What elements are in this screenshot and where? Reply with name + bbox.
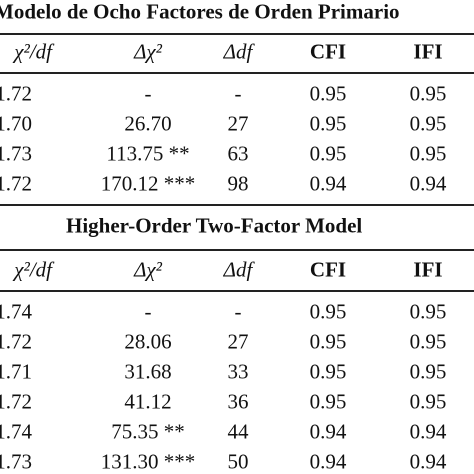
- cell: 0.95: [409, 389, 447, 414]
- cell: 28.06: [124, 329, 172, 354]
- cell: 1.73: [0, 449, 32, 474]
- cell: 0.95: [309, 359, 347, 384]
- cell: 1.71: [0, 359, 32, 384]
- column-header: Δχ²: [134, 39, 162, 64]
- cell: 1.74: [0, 299, 32, 324]
- cell: 0.95: [309, 389, 347, 414]
- column-header: χ²/df: [14, 257, 52, 282]
- cell: 0.94: [309, 419, 347, 444]
- cell: 1.70: [0, 111, 32, 136]
- rule: [0, 249, 474, 251]
- column-header: χ²/df: [14, 39, 52, 64]
- cell: 41.12: [124, 389, 172, 414]
- cell: 0.95: [409, 81, 447, 106]
- cell: 0.95: [309, 299, 347, 324]
- cell: 113.75 **: [106, 141, 190, 166]
- cell: 0.95: [309, 141, 347, 166]
- cell: 63: [227, 141, 249, 166]
- cell: 0.94: [409, 449, 447, 474]
- cell: 131.30 ***: [100, 449, 196, 474]
- column-header: Δdf: [223, 39, 253, 64]
- rule: [0, 204, 474, 206]
- cell: 0.95: [309, 329, 347, 354]
- section-title: Higher-Order Two-Factor Model: [66, 213, 363, 238]
- cell: 0.94: [409, 419, 447, 444]
- cell: 1.72: [0, 171, 32, 196]
- cell: -: [144, 81, 152, 106]
- cell: 0.95: [409, 299, 447, 324]
- cell: 0.94: [309, 171, 347, 196]
- cell: -: [144, 299, 152, 324]
- cell: 1.72: [0, 329, 32, 354]
- column-header: CFI: [309, 39, 347, 64]
- cell: 0.95: [309, 111, 347, 136]
- cell: 75.35 **: [111, 419, 185, 444]
- cell: 50: [227, 449, 249, 474]
- cell: 1.72: [0, 389, 32, 414]
- cell: 44: [227, 419, 249, 444]
- rule: [0, 72, 474, 74]
- cell: -: [234, 299, 242, 324]
- cell: 31.68: [124, 359, 172, 384]
- cell: 0.95: [409, 111, 447, 136]
- cell: 27: [227, 111, 249, 136]
- column-header: Δχ²: [134, 257, 162, 282]
- cell: -: [234, 81, 242, 106]
- column-header: IFI: [413, 39, 443, 64]
- cell: 1.74: [0, 419, 32, 444]
- cell: 170.12 ***: [100, 171, 196, 196]
- cell: 26.70: [124, 111, 172, 136]
- cell: 0.95: [309, 81, 347, 106]
- column-header: Δdf: [223, 257, 253, 282]
- cell: 1.73: [0, 141, 32, 166]
- column-header: CFI: [309, 257, 347, 282]
- column-header: IFI: [413, 257, 443, 282]
- cell: 1.72: [0, 81, 32, 106]
- cell: 0.94: [309, 449, 347, 474]
- cell: 0.95: [409, 359, 447, 384]
- cell: 36: [227, 389, 249, 414]
- cell: 98: [227, 171, 249, 196]
- cell: 0.95: [409, 329, 447, 354]
- section-title: Modelo de Ocho Factores de Orden Primari…: [0, 0, 400, 24]
- cell: 33: [227, 359, 249, 384]
- cell: 0.94: [409, 171, 447, 196]
- rule: [0, 33, 474, 35]
- cell: 27: [227, 329, 249, 354]
- rule: [0, 290, 474, 292]
- cell: 0.95: [409, 141, 447, 166]
